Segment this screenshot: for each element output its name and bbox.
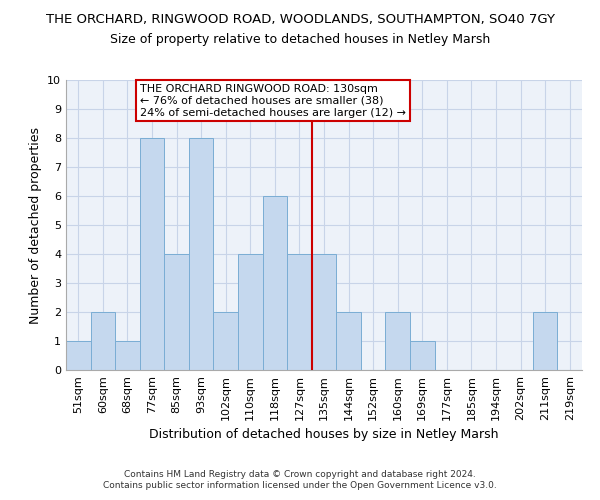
Text: THE ORCHARD, RINGWOOD ROAD, WOODLANDS, SOUTHAMPTON, SO40 7GY: THE ORCHARD, RINGWOOD ROAD, WOODLANDS, S… — [46, 12, 554, 26]
Bar — [312, 254, 336, 370]
Text: Size of property relative to detached houses in Netley Marsh: Size of property relative to detached ho… — [110, 32, 490, 46]
Bar — [263, 196, 287, 370]
Bar — [140, 138, 164, 370]
Bar — [238, 254, 263, 370]
Y-axis label: Number of detached properties: Number of detached properties — [29, 126, 41, 324]
Bar — [214, 312, 238, 370]
Bar — [410, 341, 434, 370]
Bar — [91, 312, 115, 370]
Text: Contains public sector information licensed under the Open Government Licence v3: Contains public sector information licen… — [103, 481, 497, 490]
X-axis label: Distribution of detached houses by size in Netley Marsh: Distribution of detached houses by size … — [149, 428, 499, 441]
Bar — [336, 312, 361, 370]
Bar — [385, 312, 410, 370]
Bar — [115, 341, 140, 370]
Bar — [287, 254, 312, 370]
Text: Contains HM Land Registry data © Crown copyright and database right 2024.: Contains HM Land Registry data © Crown c… — [124, 470, 476, 479]
Bar — [189, 138, 214, 370]
Bar — [66, 341, 91, 370]
Bar — [533, 312, 557, 370]
Bar — [164, 254, 189, 370]
Text: THE ORCHARD RINGWOOD ROAD: 130sqm
← 76% of detached houses are smaller (38)
24% : THE ORCHARD RINGWOOD ROAD: 130sqm ← 76% … — [140, 84, 406, 117]
